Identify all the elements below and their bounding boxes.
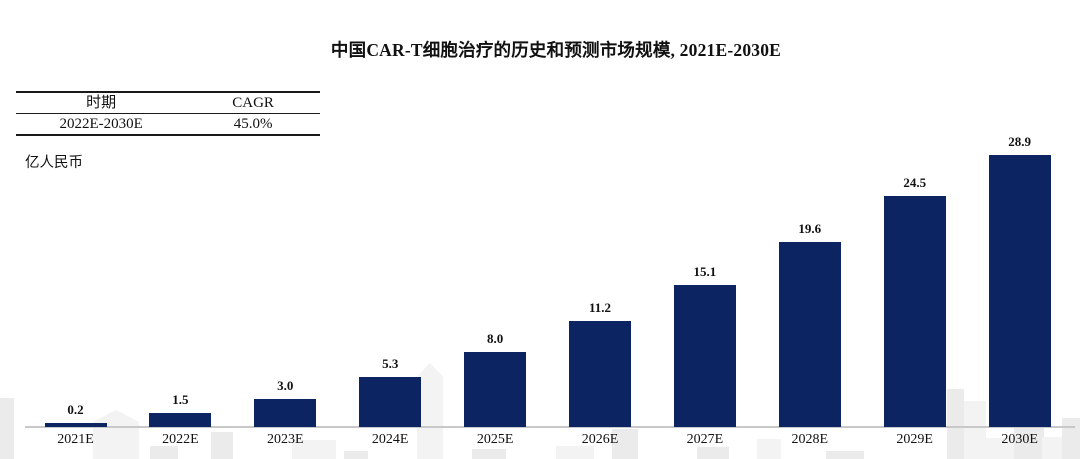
- bar-2026E: [569, 321, 631, 427]
- building-silhouette: [612, 429, 638, 459]
- x-axis-tick-label: 2022E: [162, 432, 199, 447]
- building-silhouette: [93, 410, 139, 459]
- x-axis-tick-label: 2029E: [896, 432, 933, 447]
- y-axis-unit-label: 亿人民币: [25, 155, 83, 171]
- building-silhouette: [964, 401, 986, 459]
- bar-2025E: [464, 351, 527, 427]
- building-silhouette: [986, 438, 1018, 459]
- building-silhouette: [826, 451, 864, 459]
- bar-value-label: 11.2: [588, 300, 612, 316]
- chart-title: 中国CAR-T细胞治疗的历史和预测市场规模, 2021E-2030E: [330, 40, 782, 60]
- x-axis-tick-label: 2023E: [267, 432, 304, 447]
- building-silhouette: [757, 439, 781, 459]
- cagr-percent-value: 45.0%: [233, 116, 273, 132]
- building-silhouette: [150, 446, 178, 459]
- building-silhouette: [211, 432, 233, 459]
- cagr-period-value: 2022E-2030E: [59, 116, 143, 132]
- cagr-table-header-cagr: CAGR: [232, 95, 274, 111]
- building-silhouette: [947, 389, 964, 459]
- bar-2021E: [44, 423, 107, 427]
- x-axis-tick-label: 2027E: [686, 432, 724, 447]
- bar-value-label: 15.1: [693, 263, 717, 279]
- bar-value-label: 5.3: [382, 356, 399, 372]
- x-axis-tick-label: 2026E: [581, 432, 619, 447]
- x-axis-tick-label: 2025E: [476, 432, 514, 447]
- x-axis-tick-label: 2028E: [791, 432, 829, 447]
- table-row: 2022E-2030E 45.0%: [16, 114, 320, 136]
- building-silhouette: [556, 446, 594, 459]
- bar-2027E: [673, 284, 736, 427]
- bar-value-label: 24.5: [903, 175, 927, 191]
- building-silhouette: [292, 440, 336, 459]
- building-silhouette: [0, 398, 14, 459]
- building-silhouette: [697, 447, 729, 459]
- bar-2029E: [883, 196, 946, 427]
- building-silhouette: [344, 451, 368, 459]
- x-axis-tick-label: 2024E: [371, 432, 409, 447]
- bar-2030E: [988, 154, 1051, 427]
- bar-2024E: [359, 377, 422, 427]
- building-silhouette: [472, 449, 506, 459]
- building-silhouette: [1062, 418, 1080, 459]
- bar-value-label: 28.9: [1008, 133, 1031, 149]
- bar-value-label: 1.5: [172, 391, 189, 407]
- x-axis-line: [25, 426, 1075, 428]
- cagr-table: 时期 CAGR 2022E-2030E 45.0%: [16, 91, 320, 136]
- x-axis-tick-label: 2030E: [1001, 432, 1038, 447]
- bar-value-label: 19.6: [798, 221, 822, 237]
- bar-2022E: [149, 412, 212, 427]
- bar-2023E: [254, 398, 317, 427]
- x-axis-tick-label: 2021E: [57, 432, 94, 447]
- cagr-table-header-period: 时期: [86, 95, 117, 111]
- bar-value-label: 8.0: [486, 330, 504, 346]
- building-silhouette: [417, 363, 443, 459]
- bar-2028E: [778, 242, 841, 427]
- bar-value-label: 3.0: [277, 377, 294, 393]
- cagr-table-header-row: 时期 CAGR: [16, 92, 320, 114]
- bar-value-label: 0.2: [67, 402, 84, 417]
